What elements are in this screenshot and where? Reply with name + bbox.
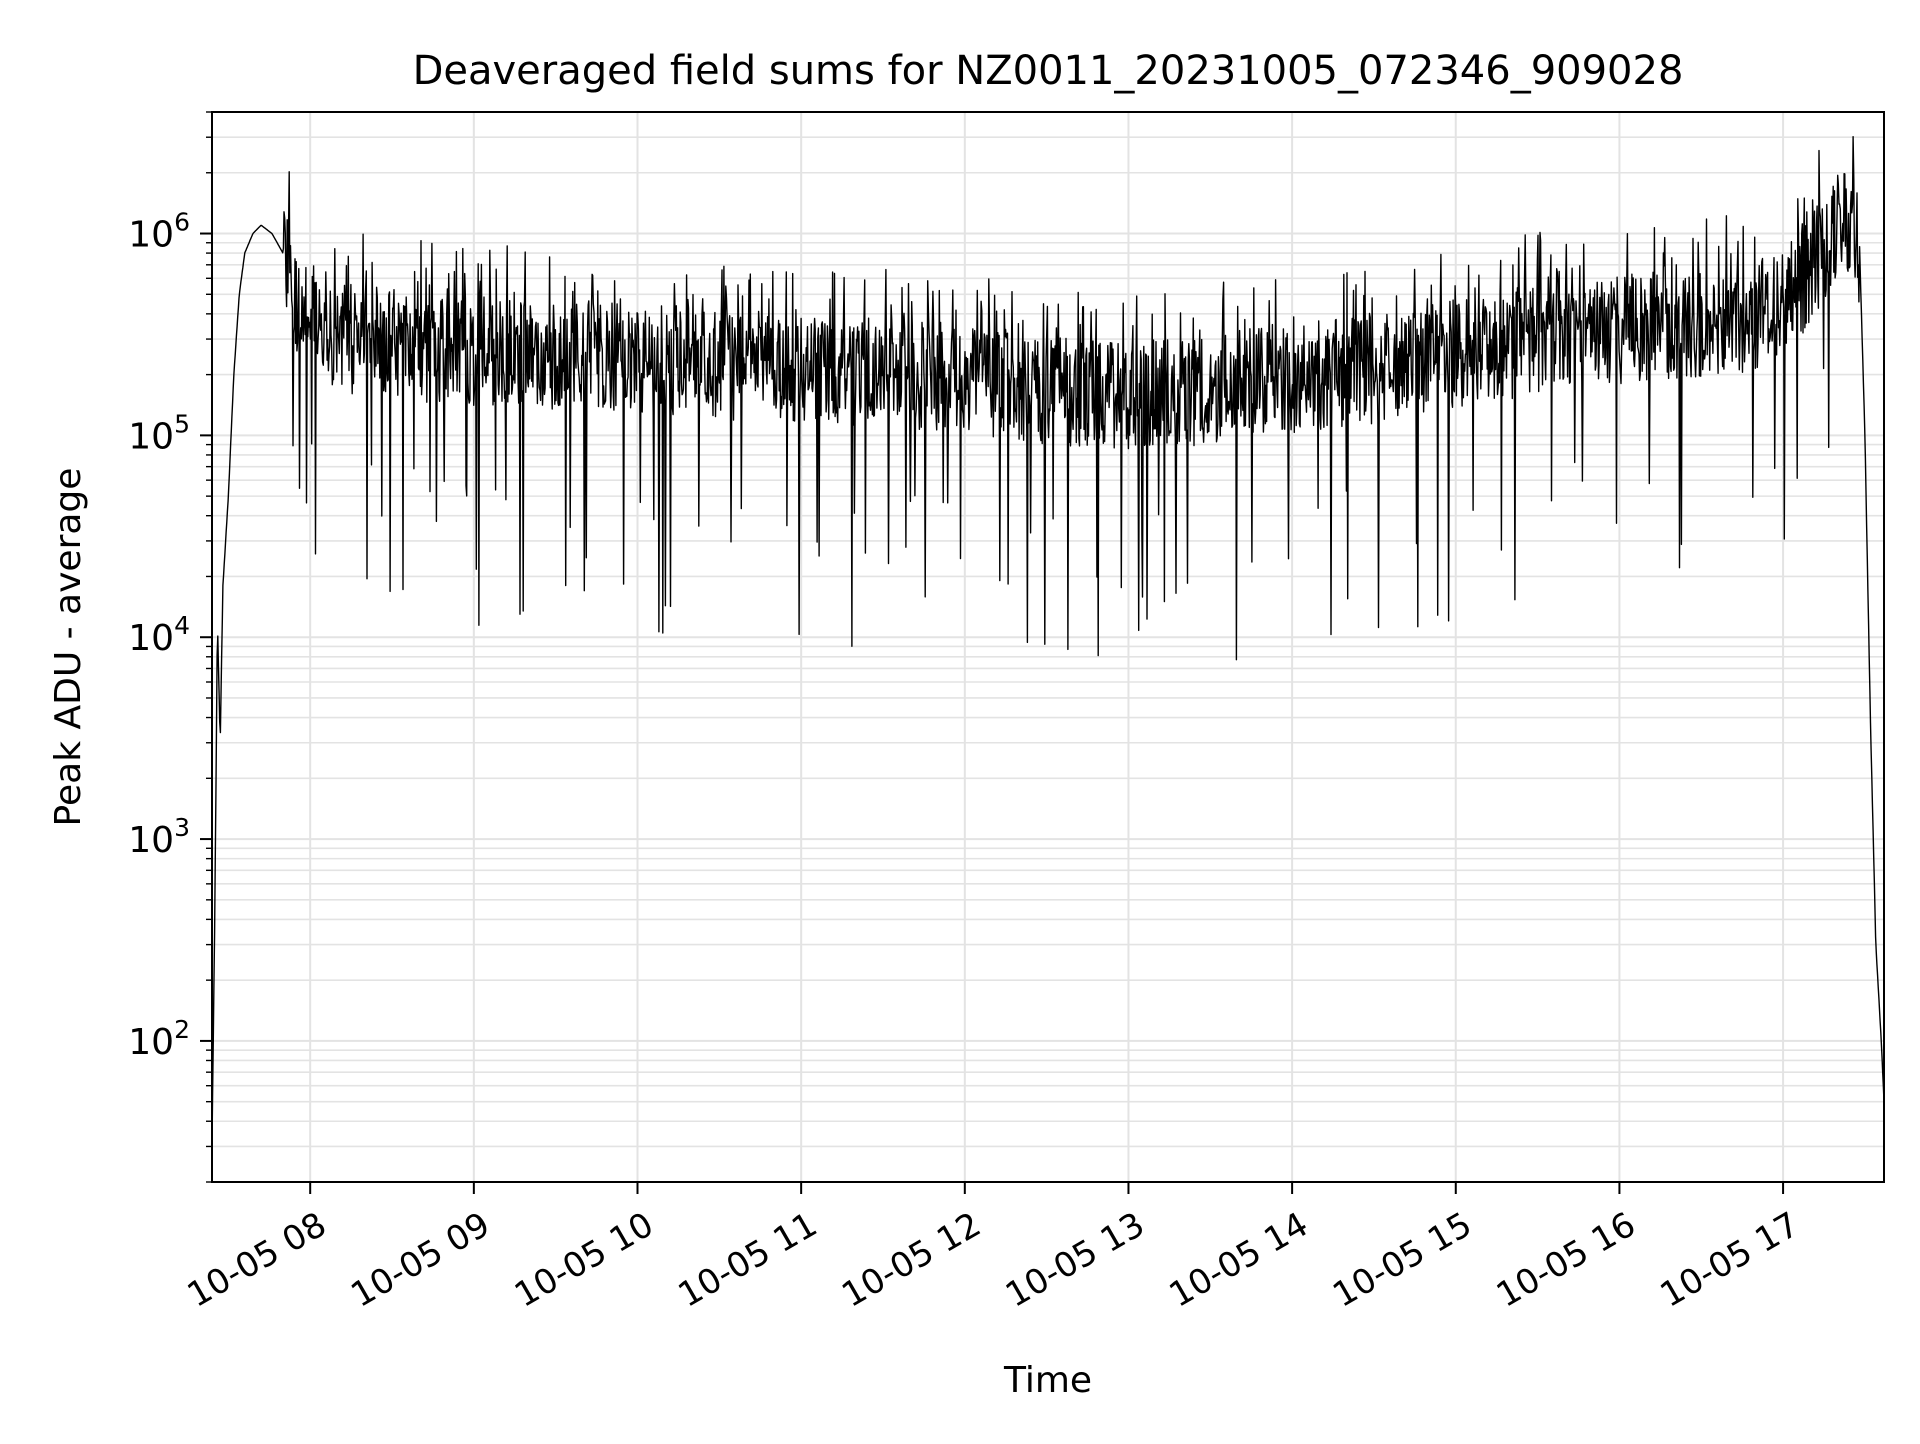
y-tick-exponent: 6 — [174, 208, 190, 237]
y-tick-base: 10 — [128, 215, 174, 256]
y-tick-label: 102 — [128, 1015, 190, 1063]
y-tick-label: 104 — [128, 611, 190, 659]
series-line — [211, 136, 1885, 1147]
y-tick-exponent: 4 — [174, 611, 190, 640]
y-tick-base: 10 — [128, 820, 174, 861]
chart-title: Deaveraged field sums for NZ0011_2023100… — [413, 48, 1684, 94]
y-tick-exponent: 5 — [174, 409, 190, 438]
y-tick-exponent: 3 — [174, 813, 190, 842]
series-layer — [211, 136, 1885, 1147]
y-tick-label: 106 — [128, 208, 190, 256]
y-axis-label: Peak ADU - average — [48, 468, 89, 827]
y-tick-base: 10 — [128, 416, 174, 457]
x-axis-label: Time — [1003, 1360, 1092, 1401]
y-tick-exponent: 2 — [174, 1015, 190, 1044]
y-tick-label: 103 — [128, 813, 190, 861]
y-tick-base: 10 — [128, 618, 174, 659]
y-tick-base: 10 — [128, 1022, 174, 1063]
y-tick-label: 105 — [128, 409, 190, 457]
